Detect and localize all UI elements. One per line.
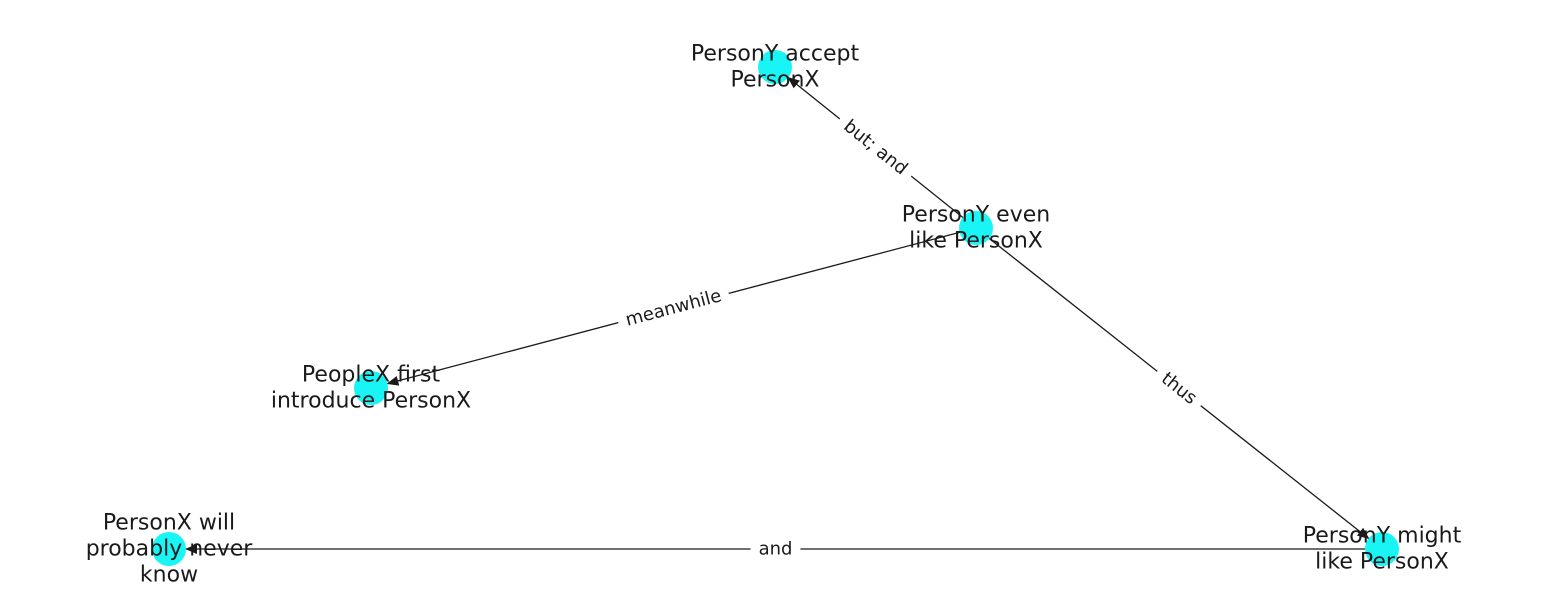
- node-label-line: PersonY even: [902, 203, 1050, 228]
- node-label-line: probably never: [86, 537, 254, 562]
- node-n1: [758, 50, 792, 84]
- node-label-line: like PersonX: [1315, 550, 1449, 575]
- node-label-n2: PersonY even like PersonX: [902, 203, 1050, 254]
- edge-label-background: [615, 281, 732, 335]
- edge-label-group: meanwhile: [615, 281, 732, 335]
- node-label-line: introduce PersonX: [271, 389, 471, 414]
- edge-label-background: [1149, 361, 1209, 416]
- edge-label-group: and: [750, 536, 801, 562]
- edge-label-meanwhile: meanwhile: [623, 285, 723, 330]
- node-label-line: PersonX: [731, 68, 820, 93]
- nodes-layer: [152, 50, 1399, 566]
- node-label-line: know: [140, 563, 198, 588]
- edges-layer: [185, 77, 1382, 554]
- node-n2: [959, 211, 993, 245]
- node-label-n4: PersonX will probably never know: [86, 511, 254, 588]
- edge-label-background: [831, 109, 920, 186]
- node-label-line: PersonX will: [103, 511, 235, 536]
- node-label-n5: PersonY might like PersonX: [1303, 524, 1462, 575]
- edge-label-group: thus: [1149, 361, 1209, 416]
- node-label-line: like PersonX: [909, 229, 1043, 254]
- node-label-line: PersonY accept: [691, 42, 860, 67]
- edge-label-and: and: [759, 539, 793, 560]
- edge-label-but-and: but; and: [839, 116, 911, 180]
- node-label-n1: PersonY accept PersonX: [691, 42, 860, 93]
- node-label-line: PeopleX first: [302, 363, 441, 388]
- edge-label-group: but; and: [831, 109, 920, 186]
- node-n4: [152, 532, 186, 566]
- node-label-n3: PeopleX first introduce PersonX: [271, 363, 471, 414]
- node-n3: [354, 371, 388, 405]
- node-n5: [1365, 532, 1399, 566]
- edge-label-background: [750, 536, 801, 562]
- node-label-line: PersonY might: [1303, 524, 1462, 549]
